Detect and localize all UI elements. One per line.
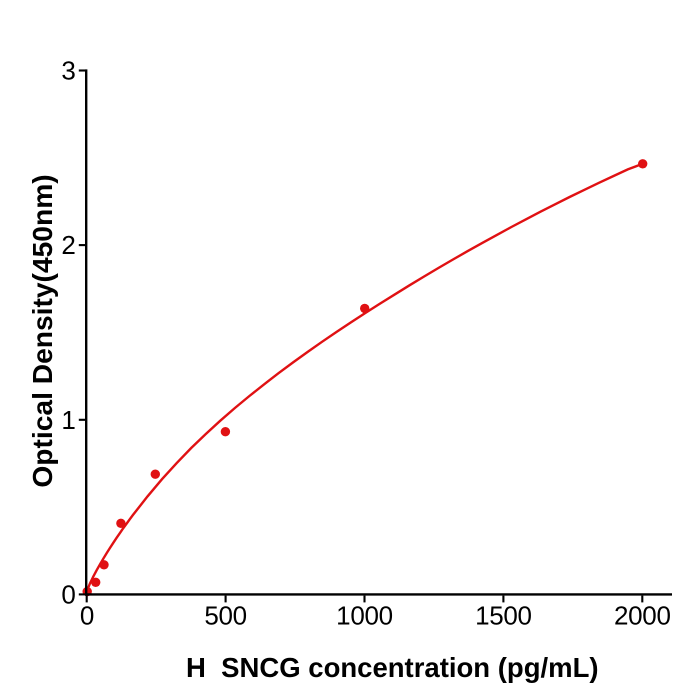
svg-text:H SNCG concentration (pg/mL): H SNCG concentration (pg/mL) xyxy=(186,652,599,683)
svg-text:1500: 1500 xyxy=(475,601,532,631)
svg-text:3: 3 xyxy=(61,56,75,86)
svg-text:Optical Density(450nm): Optical Density(450nm) xyxy=(26,174,58,487)
svg-text:1000: 1000 xyxy=(336,601,393,631)
svg-text:1: 1 xyxy=(61,405,75,435)
svg-text:0: 0 xyxy=(80,601,94,631)
svg-text:2: 2 xyxy=(61,230,75,260)
svg-text:2000: 2000 xyxy=(614,601,671,631)
svg-text:500: 500 xyxy=(204,601,246,631)
svg-text:0: 0 xyxy=(61,579,75,609)
